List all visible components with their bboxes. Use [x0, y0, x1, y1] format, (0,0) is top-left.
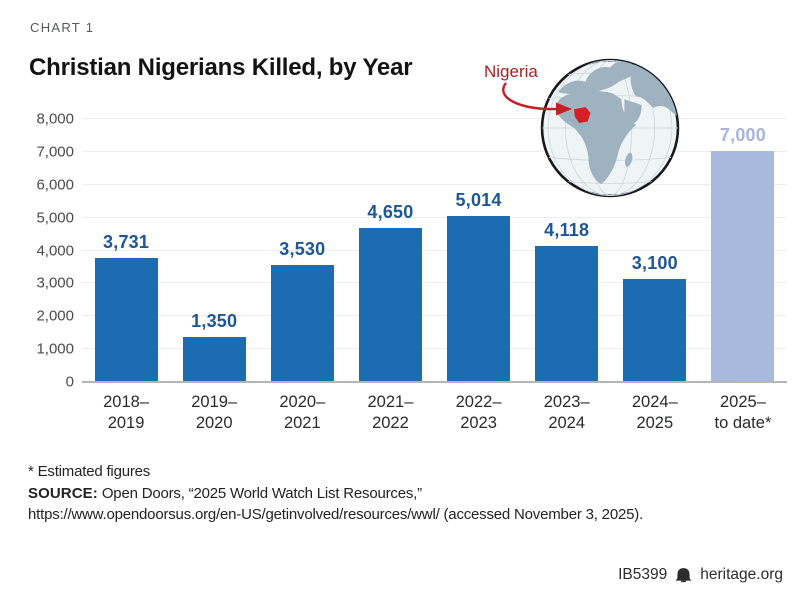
source-line: SOURCE: Open Doors, “2025 World Watch Li…: [28, 483, 643, 505]
gridline: [82, 348, 787, 350]
source-text: Open Doors, “2025 World Watch List Resou…: [97, 484, 422, 502]
bar-2020-2021: [270, 264, 334, 381]
gridline: [82, 150, 787, 152]
bar-value-label: 3,100: [631, 253, 678, 274]
site-text: heritage.org: [700, 566, 783, 583]
gridline: [82, 183, 787, 185]
x-axis-tick-label: 2023– 2024: [543, 393, 590, 432]
x-axis-tick-label: 2020– 2021: [279, 393, 326, 432]
map-country-label: Nigeria: [484, 62, 538, 81]
y-axis-tick-label: 6,000: [36, 176, 74, 194]
credit-line: IB5399 heritage.org: [618, 566, 783, 584]
y-axis-tick-label: 1,000: [36, 340, 74, 358]
bar-value-label: 4,118: [544, 219, 590, 240]
bar-2025-todate: [711, 150, 775, 381]
x-axis-line: [82, 381, 787, 383]
bar-2022-2023: [447, 216, 511, 381]
bar-value-label: 3,731: [103, 232, 150, 253]
bar-2019-2020: [182, 336, 246, 381]
x-axis-tick-label: 2019– 2020: [191, 393, 238, 432]
gridline: [82, 216, 787, 218]
bar-chart: 8,000 7,000 6,000 5,000 4,000 3,000 2,000 1,000…: [28, 108, 790, 458]
gridline: [82, 118, 787, 119]
y-axis-tick-label: 4,000: [36, 242, 74, 259]
map-pointer-arrow-icon: [502, 82, 572, 116]
y-axis-tick-label: 7,000: [36, 143, 74, 161]
bar-2023-2024: [535, 245, 599, 381]
page-title: Christian Nigerians Killed, by Year: [29, 54, 413, 81]
footnote-estimated: * Estimated figures: [28, 463, 151, 480]
globe-map-icon: [540, 58, 680, 198]
footnotes-block: * Estimated figures SOURCE: Open Doors, …: [28, 461, 643, 526]
heritage-bell-icon: [675, 568, 693, 583]
x-axis-tick-label: 2022– 2023: [455, 393, 502, 432]
bar-value-label: 7,000: [719, 124, 766, 145]
bar-value-label: 1,350: [191, 310, 238, 331]
y-axis-tick-label: 8,000: [36, 110, 74, 128]
bar-2018-2019: [94, 258, 158, 381]
report-id: IB5399: [618, 566, 668, 583]
gridline: [82, 315, 787, 317]
x-axis-tick-label: 2021– 2022: [367, 393, 414, 432]
gridline: [82, 282, 787, 284]
bar-value-label: 3,530: [279, 238, 326, 259]
y-axis-tick-label: 2,000: [36, 307, 74, 325]
x-axis-tick-label: 2024– 2025: [631, 393, 678, 432]
bar-2024-2025: [623, 279, 687, 381]
y-axis-tick-label: 5,000: [36, 209, 74, 227]
chart-kicker: CHART 1: [30, 20, 95, 35]
x-axis-tick-label: 2025– to date*: [714, 393, 772, 432]
nigeria-highlight: [574, 107, 591, 123]
y-axis-tick-label: 0: [65, 373, 74, 391]
bar-2021-2022: [358, 228, 422, 381]
source-label: SOURCE:: [28, 484, 98, 502]
gridline: [82, 249, 787, 251]
bar-value-label: 4,650: [367, 202, 414, 223]
y-axis-tick-label: 3,000: [36, 274, 74, 292]
source-url: https://www.opendoorsus.org/en-US/getinv…: [28, 506, 644, 523]
x-axis-tick-label: 2018– 2019: [103, 393, 149, 432]
bar-value-label: 5,014: [455, 190, 502, 211]
